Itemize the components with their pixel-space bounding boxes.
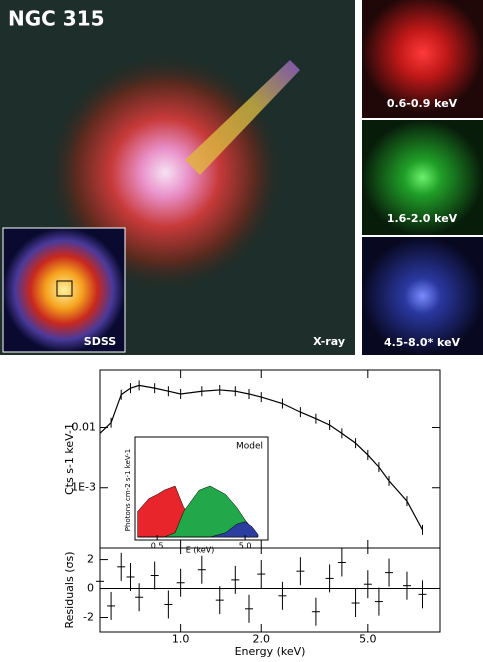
band-images: 0.6-0.9 keV 1.6-2.0 keV 4.5-8.0* keV (362, 0, 483, 355)
main-image: NGC 315 X-ray SDSS (0, 0, 355, 355)
inset-title: Model (236, 442, 263, 452)
x-axis-label: Energy (keV) (235, 645, 306, 658)
inset-x-tick-label: 0.5 (151, 542, 164, 551)
inset-x-label: E (keV) (186, 546, 215, 555)
y-tick-label: 0.01 (72, 420, 97, 433)
spectrum-line (99, 384, 424, 531)
residual-axis-label: Residuals (σs) (63, 552, 76, 629)
inset-x-tick-label: 5.0 (239, 542, 252, 551)
image-title: NGC 315 (8, 7, 105, 31)
y-tick-label: 2 (87, 553, 94, 566)
y-tick-label: 0 (87, 582, 94, 595)
y-axis-label: Cts s-1 keV-1 (63, 423, 76, 495)
inset-label: SDSS (84, 335, 116, 348)
band-label: 0.6-0.9 keV (387, 97, 458, 110)
band-label: 1.6-2.0 keV (387, 212, 458, 225)
band-label: 4.5-8.0* keV (384, 336, 461, 349)
zoom-box (56, 280, 73, 297)
x-tick-label: 5.0 (359, 632, 377, 645)
model-component (137, 521, 259, 538)
sdss-inset (2, 227, 126, 353)
x-tick-label: 1.0 (172, 632, 190, 645)
inset-y-label: Photons cm-2 s-1 keV-1 (124, 449, 132, 531)
y-tick-label: 1E-3 (71, 481, 96, 494)
image-label: X-ray (313, 335, 345, 348)
y-tick-label: -2 (83, 611, 94, 624)
x-tick-label: 2.0 (252, 632, 270, 645)
